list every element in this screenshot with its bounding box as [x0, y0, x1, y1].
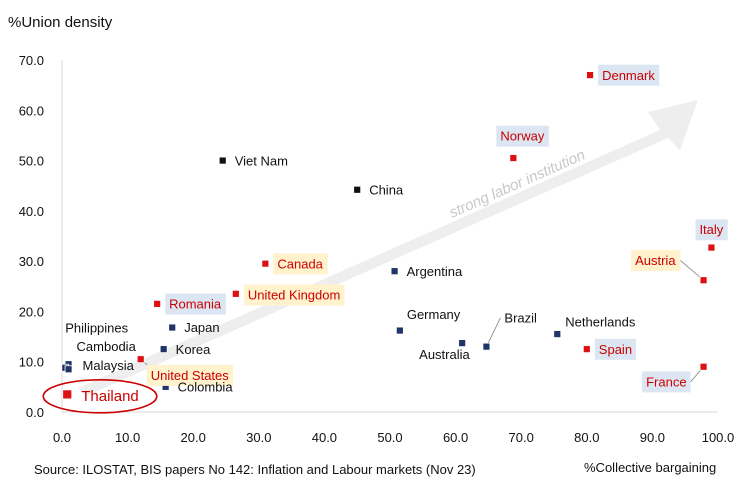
label-united-states: United States: [151, 368, 230, 383]
label-romania: Romania: [169, 297, 222, 312]
point-malaysia: [64, 365, 73, 374]
x-tick-label: 40.0: [312, 430, 337, 445]
x-tick-label: 10.0: [115, 430, 140, 445]
point-thailand: [62, 389, 73, 400]
x-tick-label: 50.0: [377, 430, 402, 445]
point-korea: [159, 345, 168, 354]
point-argentina: [390, 267, 399, 276]
y-tick-label: 50.0: [19, 154, 44, 169]
data-points: [61, 71, 716, 400]
label-philippines: Philippines: [65, 320, 128, 335]
point-japan: [168, 323, 177, 332]
label-box-france: [642, 371, 691, 393]
label-argentina: Argentina: [407, 264, 463, 279]
label-canada: Canada: [277, 256, 323, 271]
trend-arrow-shape: [78, 100, 698, 396]
y-tick-label: 70.0: [19, 53, 44, 68]
point-brazil: [482, 342, 491, 351]
point-australia: [458, 339, 467, 348]
point-denmark: [586, 71, 594, 79]
x-tick-label: 60.0: [443, 430, 468, 445]
x-tick-label: 20.0: [181, 430, 206, 445]
label-australia: Australia: [419, 347, 470, 362]
leader-brazil: [486, 317, 501, 347]
label-malaysia: Malaysia: [83, 358, 135, 373]
y-tick-label: 0.0: [26, 405, 44, 420]
axes: 0.0 10.0 20.0 30.0 40.0 50.0 60.0 70.0 0.0 10.0 20…: [19, 53, 735, 445]
y-tick-label: 30.0: [19, 254, 44, 269]
point-labels: Denmark Norway Viet Nam China Italy Austria Ca…: [42, 64, 728, 414]
label-france: France: [646, 374, 686, 389]
y-tick-label: 60.0: [19, 103, 44, 118]
label-box-norway: [496, 125, 549, 147]
x-tick-label: 80.0: [574, 430, 599, 445]
point-viet-nam: [218, 156, 227, 165]
label-austria: Austria: [635, 253, 676, 268]
point-austria: [699, 276, 708, 285]
source-note: Source: ILOSTAT, BIS papers No 142: Infl…: [34, 462, 476, 477]
y-tick-label: 20.0: [19, 304, 44, 319]
x-tick-label: 70.0: [509, 430, 534, 445]
point-france: [699, 362, 708, 371]
label-box-canada: [273, 253, 328, 275]
point-norway: [509, 154, 518, 162]
label-korea: Korea: [176, 342, 211, 357]
label-box-spain: [594, 338, 637, 360]
point-netherlands: [553, 330, 562, 338]
point-canada: [261, 259, 270, 268]
label-viet-nam: Viet Nam: [235, 153, 288, 168]
label-cambodia: Cambodia: [77, 339, 137, 354]
y-axis-title: %Union density: [8, 14, 113, 31]
label-japan: Japan: [184, 320, 219, 335]
label-box-united-kingdom: [243, 284, 345, 306]
point-china: [353, 185, 362, 194]
y-tick-label: 40.0: [19, 204, 44, 219]
label-box-denmark: [598, 64, 660, 86]
label-netherlands: Netherlands: [565, 315, 636, 330]
x-axis-title: %Collective bargaining: [584, 460, 717, 475]
y-tick-label: 10.0: [19, 355, 44, 370]
label-box-united-states: [146, 364, 234, 386]
label-thailand: Thailand: [81, 388, 139, 405]
point-germany: [395, 326, 404, 335]
label-china: China: [369, 182, 404, 197]
x-tick-label: 0.0: [53, 430, 71, 445]
label-germany: Germany: [407, 307, 461, 322]
x-tick-label: 100.0: [702, 430, 735, 445]
label-norway: Norway: [500, 129, 545, 144]
label-brazil: Brazil: [504, 310, 537, 325]
point-italy: [707, 243, 716, 252]
label-italy: Italy: [699, 222, 723, 237]
highlight-circle-thailand: [42, 378, 158, 414]
label-denmark: Denmark: [602, 68, 655, 83]
label-box-italy: [695, 219, 728, 241]
x-tick-label: 30.0: [246, 430, 271, 445]
label-spain: Spain: [599, 342, 632, 357]
x-tick-label: 90.0: [640, 430, 665, 445]
point-united-kingdom: [231, 289, 240, 298]
label-united-kingdom: United Kingdom: [248, 288, 341, 303]
point-romania: [153, 299, 162, 308]
label-colombia: Colombia: [178, 380, 234, 395]
point-spain: [582, 345, 591, 354]
label-box-romania: [165, 293, 226, 315]
label-box-austria: [631, 249, 681, 271]
point-united-states: [136, 355, 145, 364]
